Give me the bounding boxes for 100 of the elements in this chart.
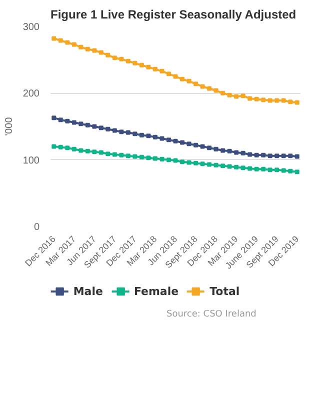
point (98, 150, 104, 155)
point (146, 156, 151, 160)
point (98, 126, 104, 130)
y-tick-label: 300 (22, 22, 40, 33)
point (92, 124, 97, 129)
y-tick-label: 200 (22, 88, 40, 100)
point (72, 146, 76, 152)
point (132, 132, 138, 136)
point (65, 118, 70, 124)
point (281, 168, 286, 173)
point (52, 36, 56, 41)
point (85, 148, 90, 154)
point (173, 138, 178, 144)
point (220, 164, 226, 168)
point (160, 136, 164, 141)
point (234, 164, 239, 170)
y-axis-title: '000 (4, 116, 15, 136)
point (274, 98, 280, 103)
point (186, 160, 192, 165)
point (152, 156, 158, 161)
point (132, 154, 138, 159)
point (261, 166, 266, 172)
point (146, 64, 151, 70)
point (274, 154, 280, 158)
point (200, 162, 205, 166)
legend-label: Total (210, 284, 240, 298)
point (112, 128, 117, 133)
point (119, 56, 124, 62)
point (180, 76, 185, 82)
point (98, 50, 104, 55)
point (288, 100, 293, 104)
point (58, 144, 63, 150)
point (227, 92, 232, 98)
point (58, 118, 63, 122)
point (254, 152, 259, 158)
point (261, 152, 266, 158)
point (78, 148, 84, 153)
point (227, 148, 232, 154)
point (268, 168, 272, 172)
point (139, 132, 144, 138)
point (207, 86, 212, 91)
legend-label: Female (134, 284, 179, 298)
point (268, 154, 272, 158)
point (126, 130, 130, 135)
point (254, 96, 259, 102)
point (152, 134, 158, 140)
point (248, 152, 252, 157)
point (220, 148, 226, 153)
point (180, 140, 185, 145)
point (65, 146, 70, 150)
point (166, 158, 171, 162)
point (194, 160, 198, 166)
point (294, 154, 300, 159)
point (92, 48, 97, 53)
source-note: Source: CSO Ireland (166, 310, 256, 320)
point (173, 74, 178, 79)
point (248, 166, 252, 171)
point (146, 134, 151, 138)
y-tick-label: 100 (22, 155, 40, 166)
point (85, 122, 90, 128)
point (220, 90, 226, 96)
point (281, 98, 286, 103)
point (207, 146, 212, 150)
point (106, 52, 110, 58)
point (200, 144, 205, 149)
point (214, 146, 218, 152)
point (227, 164, 232, 169)
point (200, 84, 205, 89)
point (112, 152, 117, 157)
legend-label: Male (73, 284, 103, 298)
point (78, 122, 84, 126)
point (288, 154, 293, 158)
point (254, 166, 259, 172)
point (194, 82, 198, 86)
point (288, 168, 293, 174)
point (132, 60, 138, 66)
point (65, 40, 70, 45)
point (248, 96, 252, 101)
point (106, 152, 110, 156)
point (166, 72, 171, 76)
point (240, 94, 246, 98)
point (294, 170, 300, 174)
point (180, 160, 185, 164)
point (173, 158, 178, 163)
point (160, 156, 164, 162)
point (160, 68, 164, 74)
point (194, 142, 198, 148)
point (166, 138, 171, 142)
point (72, 42, 76, 47)
point (126, 58, 130, 64)
point (92, 150, 97, 154)
point (186, 78, 192, 84)
point (139, 62, 144, 68)
point (234, 150, 239, 155)
point (112, 56, 117, 60)
point (186, 142, 192, 146)
point (240, 150, 246, 156)
point (72, 120, 76, 125)
chart-title: Figure 1 Live Register Seasonally Adjusted (50, 8, 296, 22)
point (52, 116, 56, 120)
